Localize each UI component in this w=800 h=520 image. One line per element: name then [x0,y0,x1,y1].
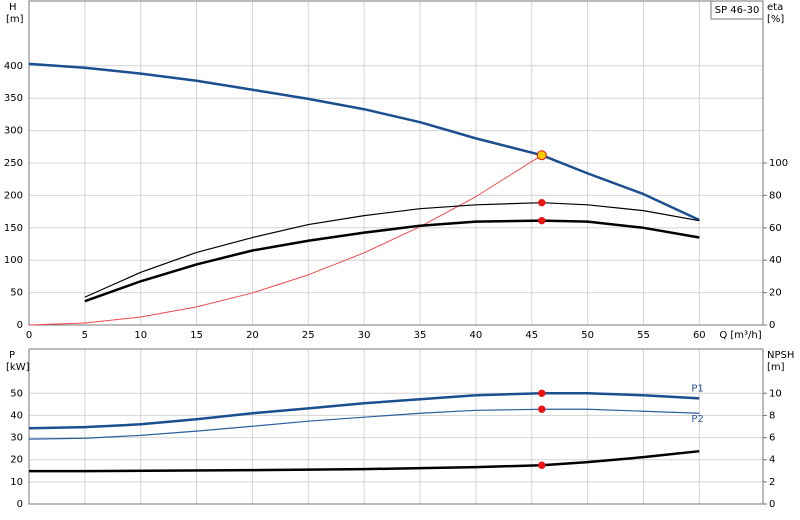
y2-tick-label: 80 [769,190,782,201]
curve [28,62,700,222]
y-tick-label: 300 [4,126,23,137]
x-tick-label: 0 [26,330,32,341]
y-tick-label: 40 [10,410,23,421]
y2-axis-unit: [m] [767,362,785,373]
x-tick-label: 15 [190,330,203,341]
y2-tick-label: 40 [769,255,782,266]
y-tick-label: 100 [4,255,23,266]
y2-tick-label: 2 [769,477,775,488]
plot-frame [28,0,764,326]
duty-point [538,198,546,207]
y-tick-label: 50 [10,288,23,299]
x-tick-label: 30 [358,330,371,341]
y-tick-label: 0 [17,320,23,331]
x-tick-label: 10 [134,330,147,341]
y-tick-label: 200 [4,190,23,201]
series-label: P2 [691,414,703,425]
y-tick-label: 250 [4,158,23,169]
x-tick-label: 45 [525,330,538,341]
y-axis-label: P [9,350,15,361]
duty-point [538,461,546,469]
y2-axis-unit: [%] [767,14,784,25]
y2-tick-label: 6 [769,433,775,444]
y-tick-label: 150 [4,223,23,234]
y2-tick-label: 10 [769,388,782,399]
duty-point [538,405,546,413]
y-axis-unit: [kW] [6,362,30,373]
x-tick-label: 35 [414,330,427,341]
curve [84,202,700,298]
y-tick-label: 0 [17,499,23,510]
y-tick-label: 10 [10,477,23,488]
x-tick-label: 50 [581,330,594,341]
y2-tick-label: 0 [769,320,775,331]
y2-tick-label: 8 [769,410,775,421]
duty-point [536,150,547,161]
y-tick-label: 20 [10,455,23,466]
x-tick-label: 20 [246,330,259,341]
y2-tick-label: 100 [769,158,788,169]
x-axis-label: Q [m³/h] [719,330,761,341]
chart-title: SP 46-30 [715,5,760,16]
curve [28,408,700,440]
y-tick-label: 400 [4,61,23,72]
duty-point [538,216,546,225]
x-tick-label: 60 [693,330,706,341]
y-tick-label: 30 [10,433,23,444]
y-axis-label: H [9,2,17,13]
curve [84,219,700,303]
y2-tick-label: 0 [769,499,775,510]
y2-axis-label: NPSH [767,350,794,361]
x-tick-label: 55 [637,330,650,341]
series-label: P1 [691,383,703,394]
y2-tick-label: 20 [769,288,782,299]
y2-axis-label: eta [767,2,783,13]
y-tick-label: 350 [4,93,23,104]
x-tick-label: 40 [470,330,483,341]
y2-tick-label: 60 [769,223,782,234]
curve [28,154,543,326]
curve [29,449,700,473]
curve [28,392,700,430]
duty-point [538,389,546,397]
x-tick-label: 5 [82,330,88,341]
plot-frame [28,348,764,505]
y-tick-label: 50 [10,388,23,399]
title-box [710,0,764,20]
x-tick-label: 25 [302,330,315,341]
y2-tick-label: 4 [769,455,775,466]
y-axis-unit: [m] [6,14,24,25]
